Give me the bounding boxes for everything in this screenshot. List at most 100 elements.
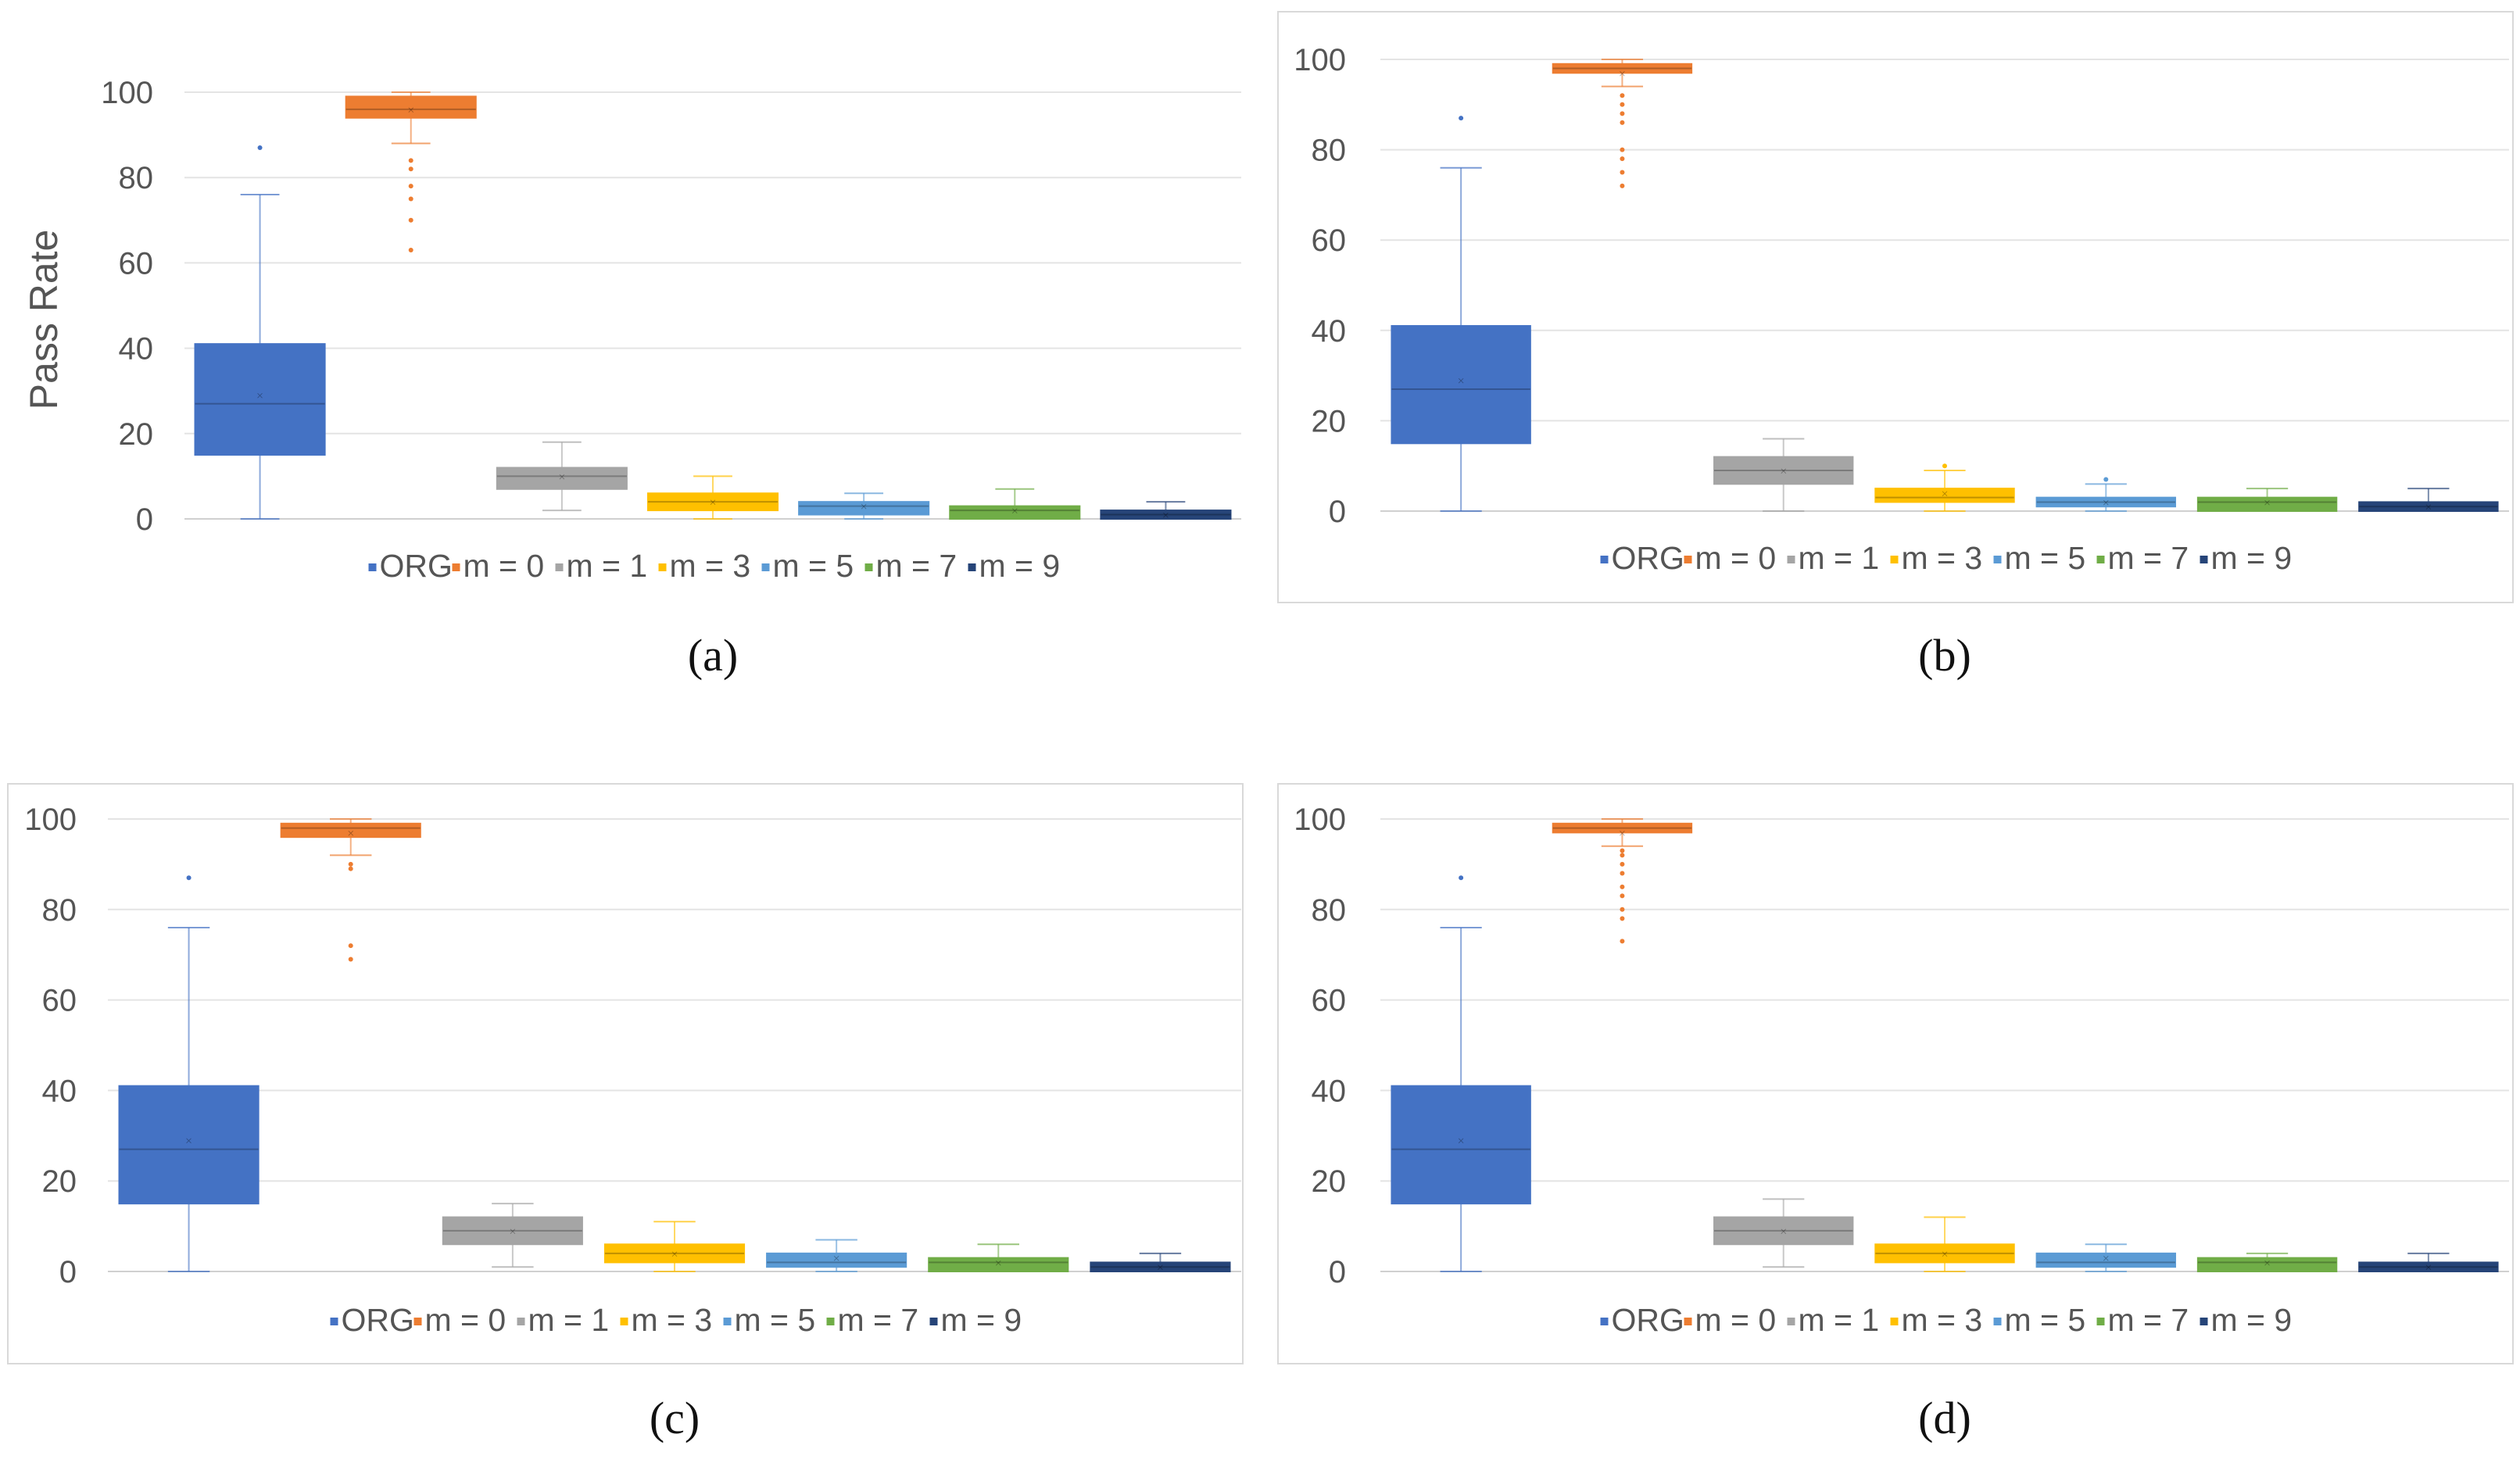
y-tick-label: 20 bbox=[1312, 1164, 1347, 1199]
legend-swatch bbox=[1787, 556, 1795, 563]
box-iqr bbox=[1874, 488, 2015, 503]
box-iqr bbox=[1391, 325, 1531, 445]
legend-swatch bbox=[929, 1318, 938, 1325]
legend-swatch bbox=[864, 563, 873, 571]
y-tick-label: 80 bbox=[119, 161, 154, 195]
legend-item: m = 0 bbox=[413, 1302, 506, 1338]
legend-swatch bbox=[517, 1318, 525, 1325]
outlier-point bbox=[1620, 884, 1625, 889]
outlier-point bbox=[1620, 147, 1625, 152]
legend-swatch bbox=[658, 563, 667, 571]
legend-swatch bbox=[761, 563, 770, 571]
box-mean-marker: × bbox=[2264, 1257, 2271, 1270]
chart-legend: ORG m = 0 m = 1 m = 3 m = 5 m = 7 m = 9 bbox=[1600, 1302, 2292, 1338]
box-mean-marker: × bbox=[833, 1253, 840, 1266]
y-axis-label: Pass Rate bbox=[22, 230, 66, 410]
legend-label: m = 9 bbox=[979, 548, 1061, 584]
y-tick-label: 40 bbox=[1312, 1074, 1347, 1108]
y-tick-label: 60 bbox=[1312, 984, 1347, 1018]
outlier-point bbox=[408, 217, 413, 223]
legend-swatch bbox=[1684, 1318, 1692, 1325]
legend-item: ORG bbox=[1600, 1302, 1684, 1338]
y-tick-label: 40 bbox=[42, 1074, 77, 1108]
y-tick-label: 100 bbox=[101, 76, 153, 110]
legend-swatch bbox=[2096, 556, 2105, 563]
box-m-5: × bbox=[2035, 1243, 2176, 1272]
chart-frame bbox=[7, 783, 1244, 1364]
panel-caption: (b) bbox=[1918, 630, 1971, 681]
outlier-point bbox=[1620, 102, 1625, 107]
box-mean-marker: × bbox=[2425, 501, 2432, 514]
outlier-point bbox=[1620, 916, 1625, 921]
box-m-9: × bbox=[1100, 501, 1232, 523]
box-m-5: × bbox=[766, 1239, 907, 1272]
box-m-9: × bbox=[1090, 1252, 1231, 1275]
legend-swatch bbox=[2096, 1318, 2105, 1325]
box-mean-marker: × bbox=[1619, 67, 1626, 80]
legend-swatch bbox=[555, 563, 564, 571]
box-mean-marker: × bbox=[1458, 374, 1465, 388]
box-m-3: × bbox=[646, 475, 779, 520]
y-tick-label: 80 bbox=[1312, 134, 1347, 168]
box-iqr bbox=[194, 343, 326, 456]
y-tick-label: 60 bbox=[1312, 224, 1347, 258]
legend-label: ORG bbox=[1612, 540, 1684, 576]
legend-label: m = 9 bbox=[941, 1302, 1022, 1338]
box-mean-marker: × bbox=[407, 104, 414, 117]
box-m-3: × bbox=[603, 1221, 746, 1272]
legend-item: m = 5 bbox=[1993, 1302, 2085, 1338]
y-tick-label: 20 bbox=[1312, 404, 1347, 438]
legend-swatch bbox=[1600, 556, 1609, 563]
box-m-1: × bbox=[1713, 438, 1854, 512]
legend-label: m = 1 bbox=[1799, 540, 1880, 576]
chart-frame bbox=[1277, 11, 2514, 603]
outlier-point bbox=[1620, 170, 1625, 175]
box-mean-marker: × bbox=[2103, 496, 2110, 510]
legend-label: m = 1 bbox=[1799, 1302, 1880, 1338]
legend-label: m = 3 bbox=[1902, 540, 1983, 576]
legend-label: m = 5 bbox=[2005, 540, 2086, 576]
outlier-point bbox=[348, 866, 353, 871]
legend-item: m = 5 bbox=[723, 1302, 815, 1338]
legend-label: m = 1 bbox=[567, 548, 648, 584]
outlier-point bbox=[408, 184, 413, 189]
outlier-point bbox=[408, 166, 413, 172]
box-mean-marker: × bbox=[2264, 496, 2271, 510]
legend-label: m = 3 bbox=[670, 548, 751, 584]
chart-legend: ORG m = 0 m = 1 m = 3 m = 5 m = 7 m = 9 bbox=[368, 548, 1061, 584]
legend-item: m = 9 bbox=[2200, 540, 2292, 576]
legend-item: m = 1 bbox=[555, 548, 648, 584]
legend-item: m = 9 bbox=[2200, 1302, 2292, 1338]
legend-label: m = 1 bbox=[528, 1302, 610, 1338]
chart-panel-a: 0 20 40 60 80 100 Pass Rate × × × × × × × ORG m = 0 m = … bbox=[22, 76, 1241, 681]
legend-label: m = 7 bbox=[2108, 1302, 2189, 1338]
legend-label: m = 5 bbox=[773, 548, 854, 584]
legend-label: m = 0 bbox=[464, 548, 545, 584]
legend-swatch bbox=[968, 563, 976, 571]
box-iqr bbox=[949, 505, 1081, 520]
legend-item: m = 1 bbox=[1787, 1302, 1880, 1338]
legend-item: m = 3 bbox=[1890, 540, 1983, 576]
legend-swatch bbox=[452, 563, 460, 571]
legend-swatch bbox=[1600, 1318, 1609, 1325]
legend-item: ORG bbox=[330, 1302, 414, 1338]
legend-item: m = 0 bbox=[1684, 540, 1776, 576]
legend-item: ORG bbox=[368, 548, 453, 584]
outlier-point bbox=[1620, 853, 1625, 858]
box-iqr bbox=[766, 1252, 907, 1268]
box-m-1: × bbox=[442, 1203, 583, 1268]
box-mean-marker: × bbox=[256, 390, 263, 403]
box-m-5: × bbox=[2035, 477, 2176, 512]
box-m-9: × bbox=[2358, 488, 2499, 514]
box-iqr bbox=[928, 1257, 1069, 1273]
legend-label: m = 7 bbox=[838, 1302, 919, 1338]
box-mean-marker: × bbox=[347, 827, 354, 840]
outlier-point bbox=[2103, 477, 2109, 482]
box-mean-marker: × bbox=[1458, 1135, 1465, 1148]
y-tick-label: 20 bbox=[119, 417, 154, 452]
chart-panel-d: 0 20 40 60 80 100 × × × × × × × ORG m = 0 m = 1 m = 3 m =… bbox=[1277, 783, 2514, 1443]
outlier-point bbox=[1620, 120, 1625, 125]
box-iqr bbox=[118, 1085, 260, 1205]
y-tick-label: 100 bbox=[24, 803, 77, 837]
box-iqr bbox=[798, 501, 930, 516]
